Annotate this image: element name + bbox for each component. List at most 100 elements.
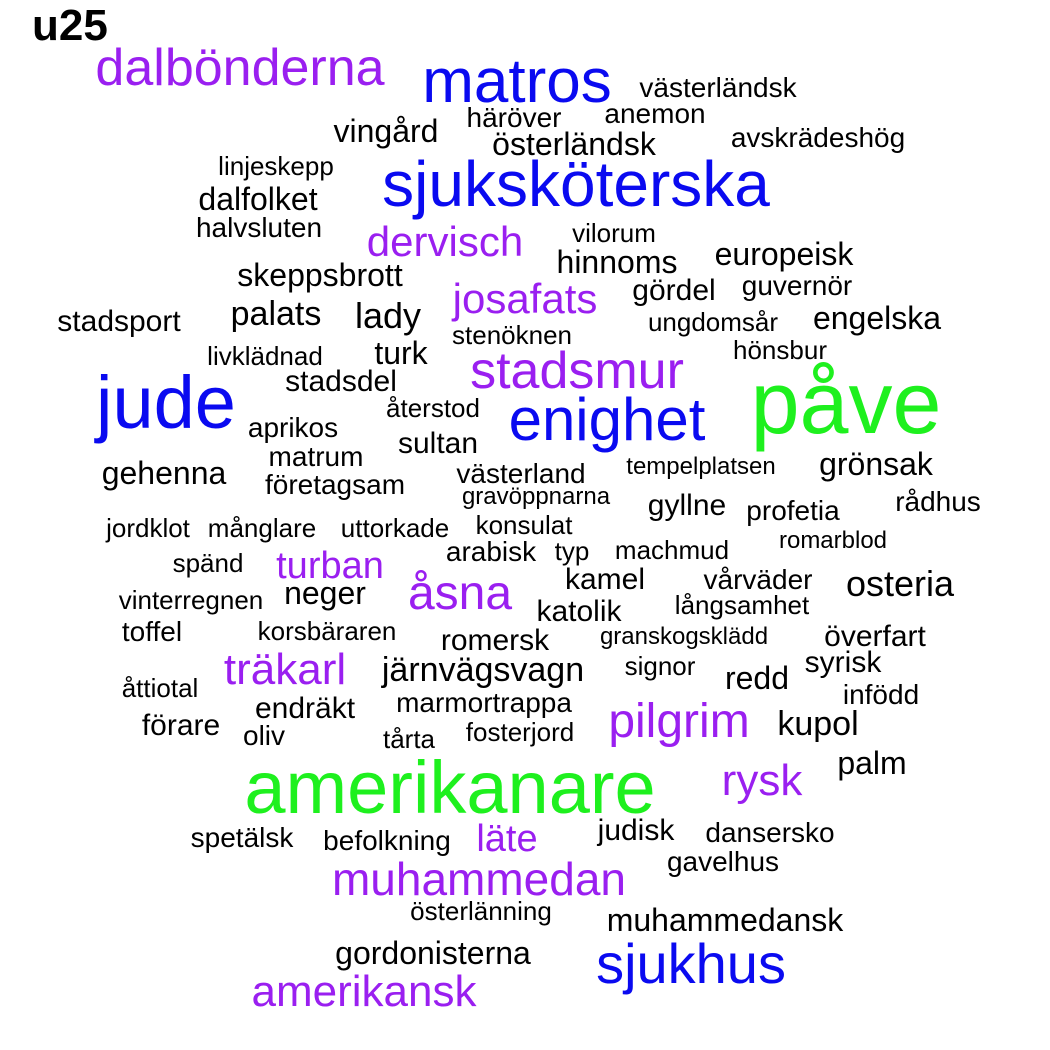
cloud-word: konsulat [475, 510, 573, 540]
cloud-word: grönsak [819, 446, 933, 482]
cloud-word: påve [750, 353, 942, 452]
cloud-word: månglare [207, 513, 317, 543]
cloud-word: vilorum [572, 218, 656, 248]
cloud-word: europeisk [714, 236, 854, 272]
cloud-word: gyllne [647, 489, 727, 522]
cloud-word: engelska [812, 300, 942, 336]
cloud-word: livklädnad [207, 341, 323, 371]
cloud-word: träkarl [223, 645, 347, 694]
cloud-word: josafats [452, 275, 598, 322]
cloud-word: sjuksköterska [382, 148, 770, 220]
cloud-word: matrum [268, 441, 364, 472]
cloud-word: sultan [397, 427, 479, 460]
cloud-word: osteria [845, 563, 955, 604]
cloud-word: tempelplatsen [626, 453, 776, 480]
cloud-word: machmud [614, 535, 730, 565]
cloud-word: skeppsbrott [237, 257, 403, 293]
cloud-word: dervisch [366, 218, 524, 265]
cloud-word: dalbönderna [95, 39, 385, 97]
cloud-word: lady [354, 295, 422, 336]
cloud-word: guvernör [741, 270, 853, 301]
cloud-word: toffel [121, 616, 183, 647]
cloud-word: gördel [632, 274, 716, 307]
cloud-word: gordonisterna [335, 935, 531, 971]
cloud-word: järnvägsvagn [381, 651, 585, 689]
cloud-word: romersk [440, 624, 550, 657]
cloud-word: arabisk [445, 536, 537, 567]
cloud-word: återstod [386, 393, 480, 423]
cloud-word: spetälsk [190, 822, 294, 853]
cloud-word: gehenna [101, 455, 227, 491]
cloud-word: kupol [777, 705, 859, 743]
cloud-word: signor [624, 651, 696, 681]
cloud-word: vårväder [703, 564, 813, 595]
cloud-word: katolik [536, 595, 622, 628]
cloud-word: österländsk [492, 126, 656, 162]
cloud-word: turban [276, 545, 384, 587]
cloud-word: rysk [721, 756, 803, 805]
cloud-word: läte [476, 818, 538, 860]
cloud-word: profetia [746, 495, 840, 526]
cloud-word: avskrädeshög [730, 122, 906, 153]
cloud-word: aprikos [247, 412, 339, 443]
cloud-word: granskogsklädd [599, 623, 769, 650]
cloud-word: uttorkade [340, 513, 450, 543]
cloud-word: typ [554, 536, 590, 566]
cloud-word: halvsluten [195, 212, 323, 243]
cloud-word: företagsam [264, 469, 406, 500]
cloud-word: västerland [456, 458, 586, 489]
cloud-word: pilgrim [608, 695, 750, 748]
cloud-title: u25 [32, 1, 108, 50]
cloud-word: jordklot [106, 513, 190, 543]
cloud-word: hönsbur [733, 335, 827, 365]
cloud-word: häröver [466, 102, 562, 133]
cloud-word: romarblod [778, 527, 888, 554]
cloud-word: neger [284, 575, 366, 611]
cloud-word: syrisk [804, 646, 882, 679]
cloud-word: befolkning [323, 825, 451, 856]
cloud-word: redd [724, 660, 790, 696]
cloud-word: hinnoms [556, 244, 678, 280]
cloud-word: gavelhus [666, 846, 780, 877]
cloud-word: marmortrappa [396, 687, 572, 718]
cloud-word: anemon [604, 98, 706, 129]
cloud-word: muhammedan [331, 853, 627, 905]
cloud-word: tårta [382, 724, 436, 754]
cloud-word: spänd [172, 548, 244, 578]
cloud-word: förare [141, 709, 221, 742]
cloud-word: korsbäraren [257, 616, 397, 646]
cloud-word: rådhus [895, 486, 981, 517]
cloud-word: judisk [597, 814, 675, 847]
cloud-word: matros [422, 47, 612, 116]
cloud-word: överfart [824, 620, 926, 653]
cloud-word: åsna [407, 567, 513, 620]
cloud-word: amerikansk [251, 967, 477, 1016]
cloud-word: vingård [333, 113, 439, 149]
cloud-word: palats [230, 295, 322, 333]
cloud-word: turk [374, 335, 428, 371]
cloud-word: sjukhus [596, 932, 786, 995]
cloud-word: stenöknen [452, 320, 572, 350]
cloud-word: ungdomsår [647, 307, 779, 337]
cloud-word: linjeskepp [218, 151, 334, 181]
cloud-word: endräkt [254, 692, 356, 725]
cloud-word: dalfolket [198, 181, 318, 217]
cloud-word: stadsdel [285, 365, 397, 398]
cloud-word: palm [837, 745, 907, 781]
cloud-word: fosterjord [465, 717, 575, 747]
cloud-word: österlänning [410, 896, 552, 926]
cloud-word: vinterregnen [118, 585, 264, 615]
cloud-word: stadsport [57, 305, 181, 338]
cloud-word: oliv [242, 720, 286, 751]
cloud-word: åttiotal [121, 673, 199, 703]
cloud-word: amerikanare [244, 746, 656, 829]
cloud-word: västerländsk [639, 72, 797, 103]
cloud-word: långsamhet [674, 590, 810, 620]
cloud-word: enighet [508, 386, 706, 453]
cloud-word: muhammedansk [606, 902, 844, 938]
cloud-word: kamel [564, 563, 646, 596]
cloud-word: dansersko [705, 817, 835, 848]
cloud-word: infödd [842, 679, 920, 710]
cloud-word: stadsmur [470, 342, 684, 400]
